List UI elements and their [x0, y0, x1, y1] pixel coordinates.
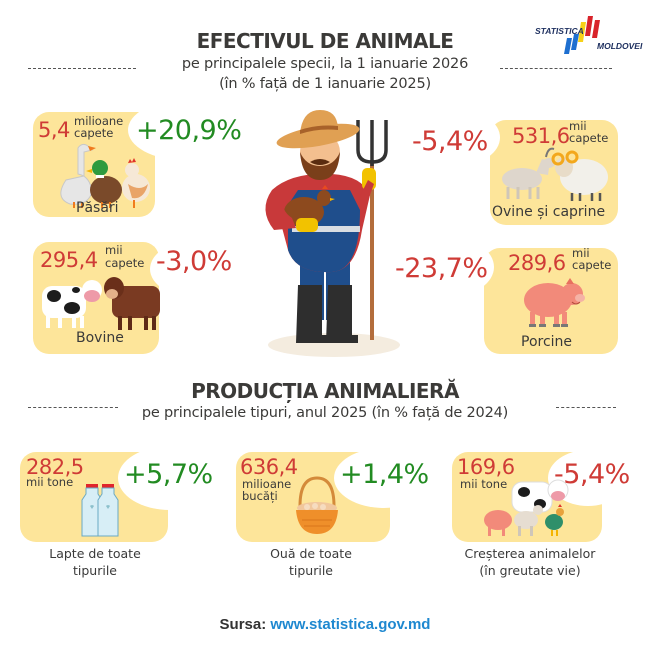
- section1-subtitle-2: (în % față de 1 ianuarie 2025): [219, 76, 431, 92]
- unit-line2: capete: [569, 131, 609, 145]
- change-percent: +20,9%: [136, 115, 242, 146]
- section1-title: EFECTIVUL DE ANIMALE: [196, 29, 454, 53]
- animal-label: Bovine: [76, 330, 124, 346]
- logo-stripes-icon: [564, 16, 600, 54]
- farm-animals-icon: [484, 479, 569, 536]
- value: 289,6: [508, 251, 566, 275]
- card-notch: [420, 110, 500, 165]
- change-percent: +1,4%: [340, 459, 429, 490]
- value: 282,5: [26, 455, 84, 479]
- section2-title: PRODUCȚIA ANIMALIERĂ: [191, 379, 459, 403]
- source-footer: Sursa: www.statistica.gov.md: [0, 616, 650, 633]
- sheep-goat-icon: [502, 147, 608, 201]
- divider-right: [500, 68, 612, 69]
- logo: STATISTICA MOLDOVEI: [535, 14, 645, 58]
- unit-line1: mii: [105, 243, 123, 257]
- unit-line1: mii: [569, 119, 587, 133]
- card-notch: [150, 240, 245, 298]
- card-notch: [128, 100, 238, 160]
- unit-line2: capete: [74, 126, 114, 140]
- product-label: Lapte de toate tipurile: [20, 546, 170, 580]
- change-percent: -3,0%: [156, 246, 232, 277]
- section2-subtitle: pe principalele tipuri, anul 2025 (în % …: [141, 405, 509, 421]
- farmer-illustration: [265, 110, 400, 357]
- unit-line1: milioane: [242, 477, 292, 491]
- value: 531,6: [512, 124, 570, 148]
- value: 295,4: [40, 248, 98, 272]
- product-label: Ouă de toate tipurile: [236, 546, 386, 580]
- product-label-line1: Ouă de toate: [270, 546, 352, 561]
- product-label-line2: tipurile: [288, 562, 333, 578]
- animal-label: Păsări: [76, 200, 119, 216]
- divider-left: [28, 407, 118, 408]
- divider-left: [28, 68, 136, 69]
- poultry-icon: [60, 143, 150, 208]
- animal-label: Ovine și caprine: [492, 204, 606, 220]
- unit-line2: capete: [105, 256, 145, 270]
- change-percent: +5,7%: [124, 459, 213, 490]
- cattle-icon: [42, 277, 160, 330]
- unit-line1: mii tone: [460, 477, 508, 491]
- unit-line2: capete: [572, 258, 612, 272]
- logo-text-line2: MOLDOVEI: [597, 41, 643, 51]
- unit-line1: mii tone: [26, 475, 74, 489]
- milk-bottles-icon: [81, 484, 119, 537]
- pig-icon: [524, 278, 585, 327]
- card-notch: [410, 238, 494, 296]
- value: 636,4: [240, 455, 298, 479]
- unit-line1: mii: [572, 246, 590, 260]
- unit-line2: bucăți: [242, 489, 278, 503]
- card-notch: [118, 446, 222, 510]
- animal-label: Porcine: [521, 334, 573, 350]
- card-notch: [334, 448, 434, 508]
- product-label-line1: Lapte de toate: [49, 546, 141, 561]
- logo-text-line1: STATISTICA: [535, 26, 584, 36]
- source-link[interactable]: www.statistica.gov.md: [270, 616, 431, 633]
- divider-right: [556, 407, 616, 408]
- change-percent: -5,4%: [554, 459, 630, 490]
- product-label-line2: (în greutate vie): [479, 562, 581, 578]
- egg-basket-icon: [296, 476, 338, 534]
- change-percent: -5,4%: [412, 126, 488, 157]
- value: 169,6: [457, 455, 515, 479]
- product-label: Creșterea animalelor (în greutate vie): [445, 546, 615, 580]
- product-label-line2: tipurile: [72, 562, 117, 578]
- product-label-line1: Creșterea animalelor: [464, 546, 596, 561]
- unit-line1: milioane: [74, 114, 124, 128]
- section1-subtitle: pe principalele specii, la 1 ianuarie 20…: [181, 56, 469, 72]
- source-label: Sursa:: [219, 616, 267, 633]
- value: 5,4: [38, 118, 70, 142]
- change-percent: -23,7%: [395, 253, 488, 284]
